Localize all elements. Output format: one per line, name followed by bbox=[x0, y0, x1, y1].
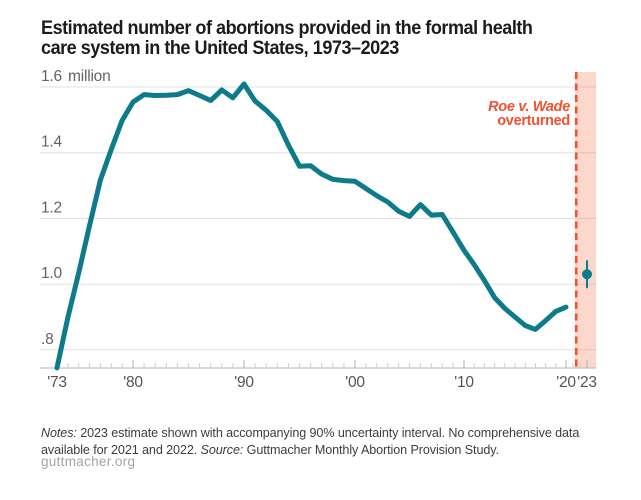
y-axis-label: 1.2 bbox=[41, 199, 62, 216]
notes-body: 2023 estimate shown with accompanying 90… bbox=[41, 425, 580, 458]
annotation-line-2: overturned bbox=[497, 112, 570, 129]
abortions-trend-line bbox=[54, 81, 569, 371]
title-line-2: care system in the United States, 1973–2… bbox=[41, 37, 399, 59]
x-axis-label: '23 bbox=[577, 374, 597, 391]
x-axis-label: '20 bbox=[556, 374, 576, 391]
x-axis-label: '80 bbox=[123, 374, 143, 391]
no-data-band bbox=[575, 72, 596, 368]
notes-label: Notes: bbox=[41, 425, 77, 440]
source-body: Guttmacher Monthly Abortion Provision St… bbox=[243, 443, 499, 458]
y-axis-label: 1.0 bbox=[41, 265, 63, 282]
x-axis-label: '10 bbox=[454, 374, 474, 391]
title-line-1: Estimated number of abortions provided i… bbox=[41, 17, 533, 39]
roe-v-wade-annotation: Roe v. Wade overturned bbox=[488, 99, 570, 129]
page-title: Estimated number of abortions provided i… bbox=[41, 17, 641, 59]
y-axis-label: 1.6 bbox=[41, 68, 62, 85]
annotation-line-1: Roe v. Wade bbox=[488, 99, 570, 115]
x-axis-label: '73 bbox=[47, 374, 67, 391]
y-axis-label: .8 bbox=[41, 331, 54, 348]
x-axis-label: '90 bbox=[234, 374, 254, 391]
x-axis-label: '00 bbox=[345, 374, 365, 391]
estimate-2023-dot bbox=[582, 269, 592, 280]
y-axis-label: 1.4 bbox=[41, 134, 63, 151]
y-axis-unit-label: million bbox=[68, 68, 111, 85]
source-label: Source: bbox=[200, 443, 244, 458]
notes-text: Notes: 2023 estimate shown with accompan… bbox=[41, 425, 619, 460]
guttmacher-site-label: guttmacher.org bbox=[41, 454, 136, 469]
